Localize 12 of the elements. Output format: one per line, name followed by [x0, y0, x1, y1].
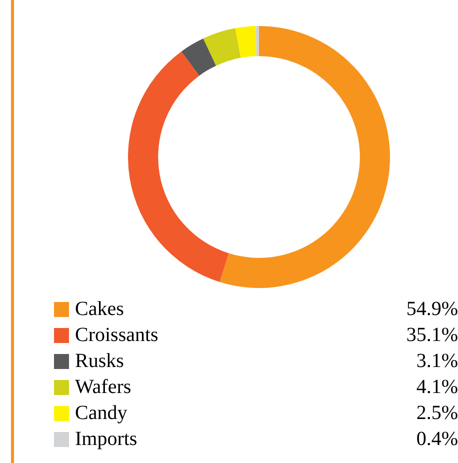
- legend-label: Cakes: [75, 297, 125, 322]
- data-label: 3.1%: [416, 349, 458, 374]
- data-label: 35.1%: [406, 323, 458, 348]
- data-label: 0.4%: [416, 427, 458, 452]
- legend-label: Croissants: [75, 323, 160, 348]
- legend-label: Imports: [75, 427, 138, 452]
- legend-label: Wafers: [75, 375, 132, 400]
- data-label: 4.1%: [416, 375, 458, 400]
- data-label: 2.5%: [416, 401, 458, 426]
- legend-label: Candy: [75, 401, 128, 426]
- legend-label: Rusks: [75, 349, 125, 374]
- data-label: 54.9%: [406, 297, 458, 322]
